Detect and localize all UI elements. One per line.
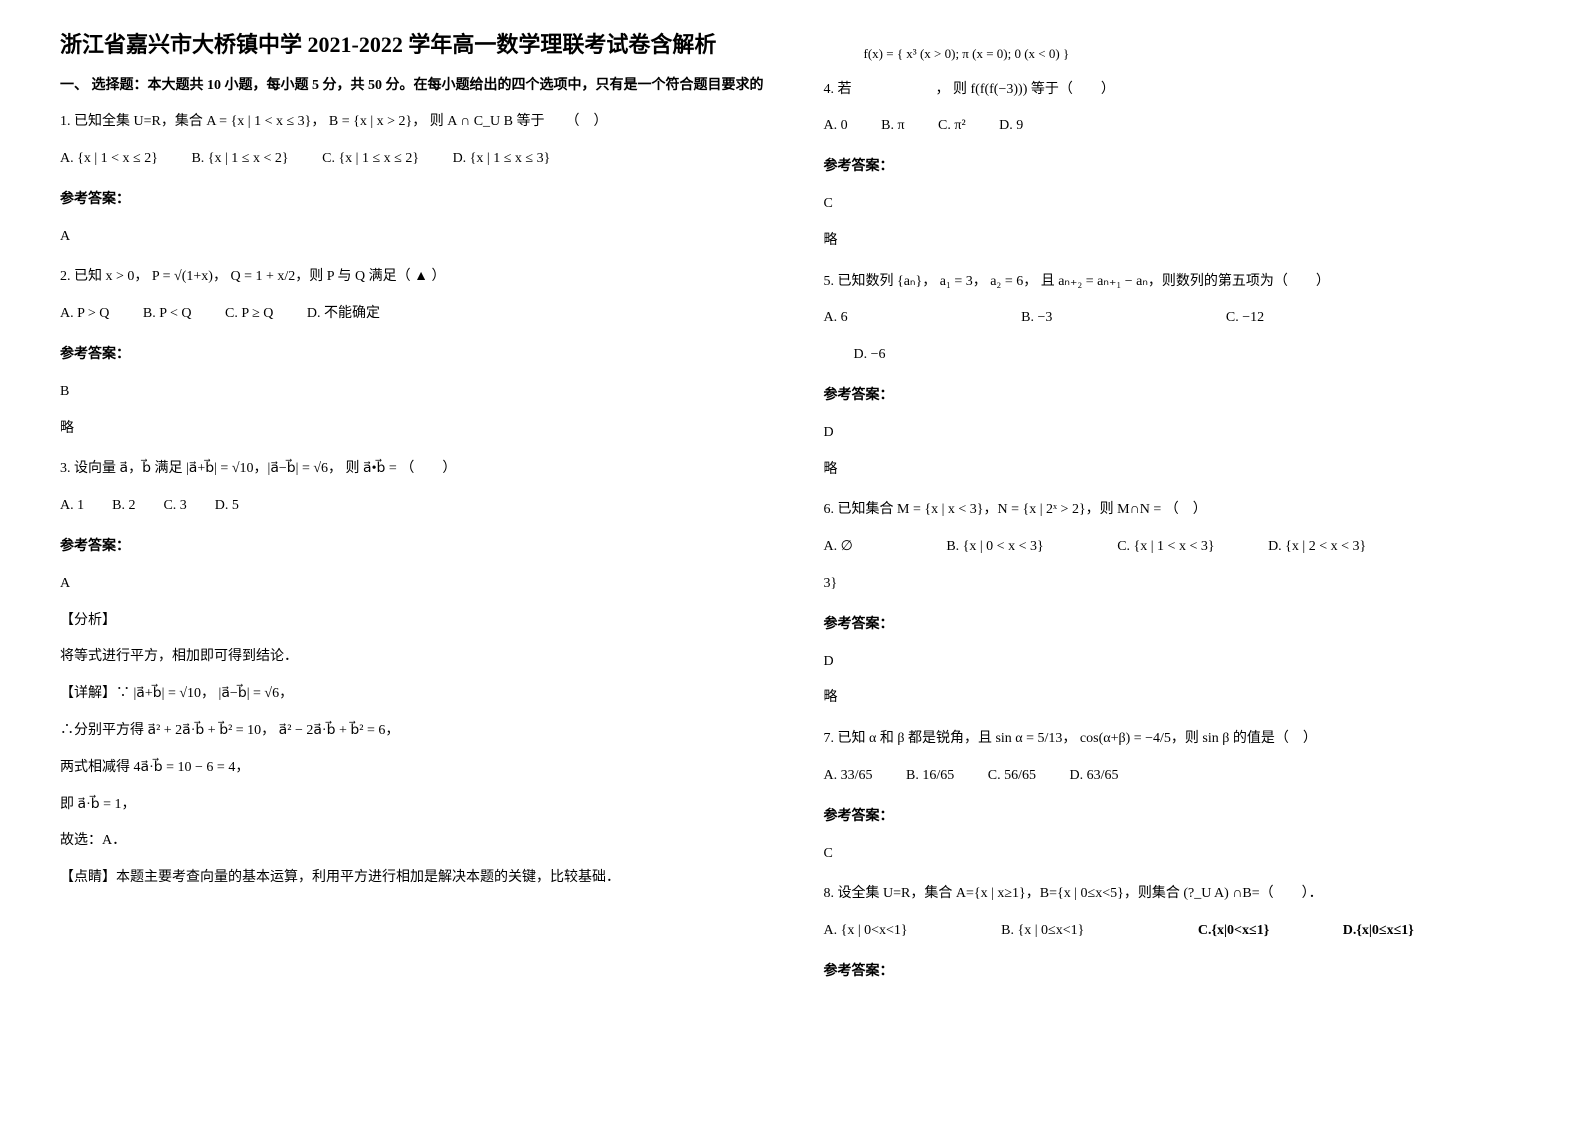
q3-line2: ∴分别平方得 a⃗² + 2a⃗·b⃗ + b⃗² = 10， a⃗² − 2a… <box>60 716 764 747</box>
page-title: 浙江省嘉兴市大桥镇中学 2021-2022 学年高一数学理联考试卷含解析 <box>60 30 764 61</box>
q4-opt-a: A. 0 <box>824 118 848 133</box>
question-1: 1. 已知全集 U=R，集合 A = {x | 1 < x ≤ 3}， B = … <box>60 107 764 252</box>
q7-opt-c: C. 56/65 <box>988 768 1036 783</box>
q3-xiangjie: 【详解】∵ |a⃗+b⃗| = √10， |a⃗−b⃗| = √6， <box>60 679 764 710</box>
q5-stem: 5. 已知数列 {aₙ}， a₁ = 3， a₂ = 6， 且 aₙ₊₂ = a… <box>824 267 1528 298</box>
q5-answer-label: 参考答案： <box>824 381 1528 412</box>
q7-opt-b: B. 16/65 <box>906 768 954 783</box>
q2-lue: 略 <box>60 414 764 445</box>
q3-dianjing: 【点睛】本题主要考查向量的基本运算，利用平方进行相加是解决本题的关键，比较基础． <box>60 863 764 894</box>
q5-opt-a: A. 6 <box>824 310 848 325</box>
q6-opt-c: C. {x | 1 < x < 3} <box>1117 539 1214 554</box>
q3-stem: 3. 设向量 a⃗，b⃗ 满足 |a⃗+b⃗| = √10，|a⃗−b⃗| = … <box>60 454 764 485</box>
q7-opt-d: D. 63/65 <box>1069 768 1118 783</box>
q2-opt-a: A. P > Q <box>60 306 109 321</box>
q5-options: A. 6 B. −3 C. −12 <box>824 303 1528 334</box>
q8-options: A. {x | 0<x<1} B. {x | 0≤x<1} C.{x|0<x≤1… <box>824 916 1528 947</box>
q2-opt-b: B. P < Q <box>143 306 192 321</box>
q2-opt-c: C. P ≥ Q <box>225 306 273 321</box>
q6-options: A. ∅ B. {x | 0 < x < 3} C. {x | 1 < x < … <box>824 532 1528 563</box>
q5-lue: 略 <box>824 455 1528 486</box>
q6-answer: D <box>824 647 1528 678</box>
q4-fdef: f(x) = { x³ (x > 0); π (x = 0); 0 (x < 0… <box>864 40 1528 69</box>
q5-opt-b: B. −3 <box>1021 310 1052 325</box>
section-1-head: 一、 选择题：本大题共 10 小题，每小题 5 分，共 50 分。在每小题给出的… <box>60 75 764 97</box>
q1-options: A. {x | 1 < x ≤ 2} B. {x | 1 ≤ x < 2} C.… <box>60 144 764 175</box>
q3-opts: A. 1 B. 2 C. 3 D. 5 <box>60 491 764 522</box>
question-5: 5. 已知数列 {aₙ}， a₁ = 3， a₂ = 6， 且 aₙ₊₂ = a… <box>824 267 1528 486</box>
q3-line5: 故选：A． <box>60 826 764 857</box>
q4-stem: 4. 若 ， 则 f(f(f(−3))) 等于（ ） <box>824 75 1528 106</box>
q3-line3: 两式相减得 4a⃗·b⃗ = 10 − 6 = 4， <box>60 753 764 784</box>
q7-opt-a: A. 33/65 <box>824 768 873 783</box>
q2-options: A. P > Q B. P < Q C. P ≥ Q D. 不能确定 <box>60 299 764 330</box>
q6-opt-d: D. {x | 2 < x < 3} <box>1268 539 1366 554</box>
q5-options-2: D. −6 <box>824 340 1528 371</box>
q1-stem: 1. 已知全集 U=R，集合 A = {x | 1 < x ≤ 3}， B = … <box>60 107 764 138</box>
q8-opt-a: A. {x | 0<x<1} <box>824 923 908 938</box>
q3-fenxi-body: 将等式进行平方，相加即可得到结论． <box>60 642 764 673</box>
q1-opt-b: B. {x | 1 ≤ x < 2} <box>191 151 288 166</box>
q6-opt-b: B. {x | 0 < x < 3} <box>946 539 1043 554</box>
left-column: 浙江省嘉兴市大桥镇中学 2021-2022 学年高一数学理联考试卷含解析 一、 … <box>60 30 764 998</box>
q2-answer-label: 参考答案： <box>60 340 764 371</box>
q6-opt-d-cont: 3} <box>824 569 1528 600</box>
q7-answer-label: 参考答案： <box>824 802 1528 833</box>
q6-answer-label: 参考答案： <box>824 610 1528 641</box>
q4-opt-d: D. 9 <box>999 118 1023 133</box>
q5-opt-c: C. −12 <box>1226 310 1264 325</box>
q4-options: A. 0 B. π C. π² D. 9 <box>824 111 1528 142</box>
q3-answer: A <box>60 569 764 600</box>
q1-opt-d: D. {x | 1 ≤ x ≤ 3} <box>453 151 551 166</box>
q1-answer: A <box>60 222 764 253</box>
q8-stem: 8. 设全集 U=R，集合 A={x | x≥1}，B={x | 0≤x<5}，… <box>824 879 1528 910</box>
q5-answer: D <box>824 418 1528 449</box>
q3-fenxi: 【分析】 <box>60 606 764 637</box>
q6-lue: 略 <box>824 683 1528 714</box>
q3-answer-label: 参考答案： <box>60 532 764 563</box>
question-3: 3. 设向量 a⃗，b⃗ 满足 |a⃗+b⃗| = √10，|a⃗−b⃗| = … <box>60 454 764 894</box>
right-column: f(x) = { x³ (x > 0); π (x = 0); 0 (x < 0… <box>824 30 1528 998</box>
q4-answer: C <box>824 189 1528 220</box>
q5-opt-d: D. −6 <box>854 347 886 362</box>
q8-answer-label: 参考答案： <box>824 957 1528 988</box>
q4-opt-b: B. π <box>881 118 904 133</box>
question-2: 2. 已知 x > 0， P = √(1+x)， Q = 1 + x/2，则 P… <box>60 262 764 444</box>
q7-stem: 7. 已知 α 和 β 都是锐角，且 sin α = 5/13， cos(α+β… <box>824 724 1528 755</box>
q1-opt-c: C. {x | 1 ≤ x ≤ 2} <box>322 151 419 166</box>
q2-stem: 2. 已知 x > 0， P = √(1+x)， Q = 1 + x/2，则 P… <box>60 262 764 293</box>
q7-answer: C <box>824 839 1528 870</box>
q4-lue: 略 <box>824 226 1528 257</box>
q8-opt-c: C.{x|0<x≤1} <box>1198 923 1269 938</box>
q8-opt-b: B. {x | 0≤x<1} <box>1001 923 1084 938</box>
question-7: 7. 已知 α 和 β 都是锐角，且 sin α = 5/13， cos(α+β… <box>824 724 1528 869</box>
q2-opt-d: D. 不能确定 <box>307 306 380 321</box>
q3-line4: 即 a⃗·b⃗ = 1， <box>60 790 764 821</box>
q6-stem: 6. 已知集合 M = {x | x < 3}，N = {x | 2ˣ > 2}… <box>824 495 1528 526</box>
question-8: 8. 设全集 U=R，集合 A={x | x≥1}，B={x | 0≤x<5}，… <box>824 879 1528 987</box>
q4-answer-label: 参考答案： <box>824 152 1528 183</box>
q2-answer: B <box>60 377 764 408</box>
question-4: f(x) = { x³ (x > 0); π (x = 0); 0 (x < 0… <box>824 40 1528 257</box>
q7-options: A. 33/65 B. 16/65 C. 56/65 D. 63/65 <box>824 761 1528 792</box>
q6-opt-a: A. ∅ <box>824 539 853 554</box>
question-6: 6. 已知集合 M = {x | x < 3}，N = {x | 2ˣ > 2}… <box>824 495 1528 714</box>
q8-opt-d: D.{x|0≤x≤1} <box>1343 923 1414 938</box>
q4-opt-c: C. π² <box>938 118 966 133</box>
q1-answer-label: 参考答案： <box>60 185 764 216</box>
q1-opt-a: A. {x | 1 < x ≤ 2} <box>60 151 158 166</box>
